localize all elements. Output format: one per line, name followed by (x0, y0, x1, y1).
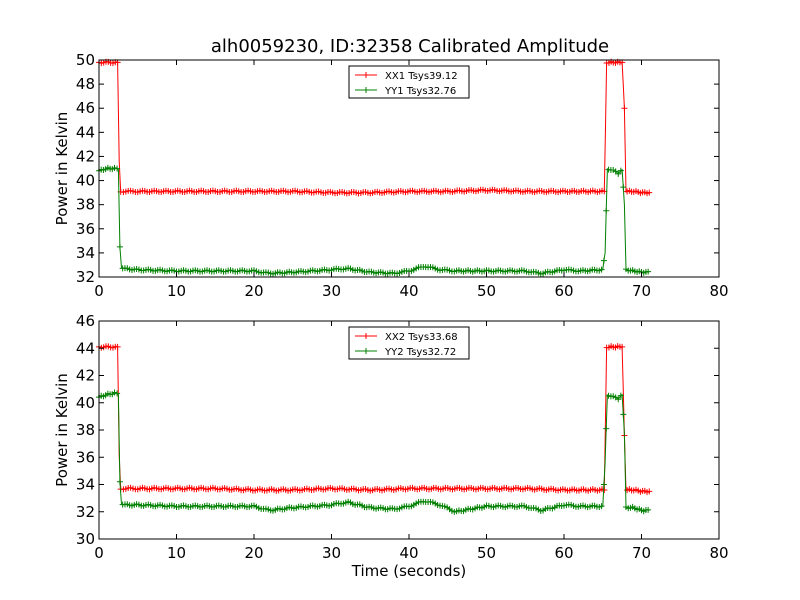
x-tick-label: 10 (167, 544, 186, 562)
y-tick-label: 44 (76, 123, 95, 141)
y-tick-label: 36 (76, 448, 95, 466)
series-1 (96, 343, 653, 496)
legend-marker (363, 87, 369, 93)
y-tick-label: 42 (76, 147, 95, 165)
legend-box (348, 326, 470, 360)
y-tick-label: 40 (76, 394, 95, 412)
y-tick-label: 38 (76, 196, 95, 214)
x-tick-label: 70 (632, 282, 651, 300)
data-point-marker (646, 189, 653, 196)
y-tick-label: 44 (76, 339, 95, 357)
data-point-marker (600, 481, 607, 488)
legend: XX1 Tsys39.12 YY1 Tsys32.76 (348, 65, 470, 99)
y-axis-label: Power in Kelvin (53, 112, 71, 226)
data-point-marker (598, 266, 605, 273)
data-point-marker (111, 389, 118, 396)
x-tick-label: 10 (167, 282, 186, 300)
x-tick-label: 80 (709, 282, 728, 300)
series-1 (96, 58, 653, 197)
data-point-marker (645, 506, 652, 513)
data-point-marker (114, 343, 121, 350)
y-tick-label: 32 (76, 268, 95, 286)
x-tick-label: 70 (632, 544, 651, 562)
bottom-subplot: 0 10 20 30 40 50 60 70 80 30 32 34 36 38 40 42 44 46 Power… (53, 312, 729, 580)
y-tick-label: 36 (76, 220, 95, 238)
legend-entry: XX1 Tsys39.12 (385, 71, 458, 82)
x-tick-label: 60 (554, 544, 573, 562)
data-point-marker (615, 396, 622, 403)
data-point-marker (601, 486, 608, 493)
data-point-marker (646, 488, 653, 495)
legend-marker (363, 348, 369, 354)
series-markers (96, 343, 653, 496)
data-point-marker (600, 257, 607, 264)
y-tick-label: 32 (76, 503, 95, 521)
y-tick-label: 46 (76, 99, 95, 117)
data-point-marker (598, 503, 605, 510)
x-tick-label: 50 (477, 544, 496, 562)
x-tick-label: 0 (94, 282, 104, 300)
x-tick-label: 30 (322, 282, 341, 300)
series-markers (96, 58, 653, 197)
data-point-marker (615, 170, 622, 177)
data-point-marker (603, 425, 610, 432)
x-tick-label: 50 (477, 282, 496, 300)
y-tick-label: 50 (76, 51, 95, 69)
x-tick-label: 30 (322, 544, 341, 562)
legend-entry: XX2 Tsys33.68 (385, 332, 458, 343)
data-point-marker (621, 105, 628, 112)
data-point-marker (617, 392, 624, 399)
data-point-marker (111, 164, 118, 171)
x-tick-label: 20 (244, 544, 263, 562)
legend-entry: YY1 Tsys32.76 (384, 86, 456, 97)
data-point-marker (620, 411, 627, 418)
data-point-marker (617, 167, 624, 174)
series-markers (96, 389, 652, 515)
x-tick-label: 40 (399, 282, 418, 300)
legend-box (348, 65, 470, 99)
y-tick-label: 42 (76, 367, 95, 385)
x-tick-label: 80 (709, 544, 728, 562)
y-tick-label: 46 (76, 312, 95, 330)
y-tick-label: 48 (76, 75, 95, 93)
series-2 (96, 389, 652, 515)
data-point-marker (645, 268, 652, 275)
y-tick-label: 38 (76, 421, 95, 439)
y-tick-label: 40 (76, 172, 95, 190)
y-tick-label: 30 (76, 530, 95, 548)
legend-marker (363, 72, 369, 78)
data-point-marker (603, 207, 610, 214)
top-subplot: 0 10 20 30 40 50 60 70 80 32 34 36 38 40 42 44 46 48 50 Pow… (53, 51, 729, 300)
figure-title: alh0059230, ID:32358 Calibrated Amplitud… (211, 36, 609, 57)
data-point-marker (114, 390, 121, 397)
x-axis-label: Time (seconds) (351, 562, 467, 580)
data-point-marker (114, 165, 121, 172)
legend-marker (363, 333, 369, 339)
y-axis-label: Power in Kelvin (53, 373, 71, 487)
legend-entry: YY2 Tsys32.72 (384, 347, 456, 358)
data-point-marker (116, 478, 123, 485)
x-tick-label: 40 (399, 544, 418, 562)
series-2 (96, 164, 652, 277)
data-point-marker (620, 184, 627, 191)
legend: XX2 Tsys33.68 YY2 Tsys32.72 (348, 326, 470, 360)
x-tick-label: 60 (554, 282, 573, 300)
y-tick-label: 34 (76, 476, 95, 494)
series-markers (96, 164, 652, 277)
data-point-marker (116, 243, 123, 250)
x-tick-label: 20 (244, 282, 263, 300)
x-tick-label: 0 (94, 544, 104, 562)
y-tick-label: 34 (76, 244, 95, 262)
data-point-marker (619, 343, 626, 350)
